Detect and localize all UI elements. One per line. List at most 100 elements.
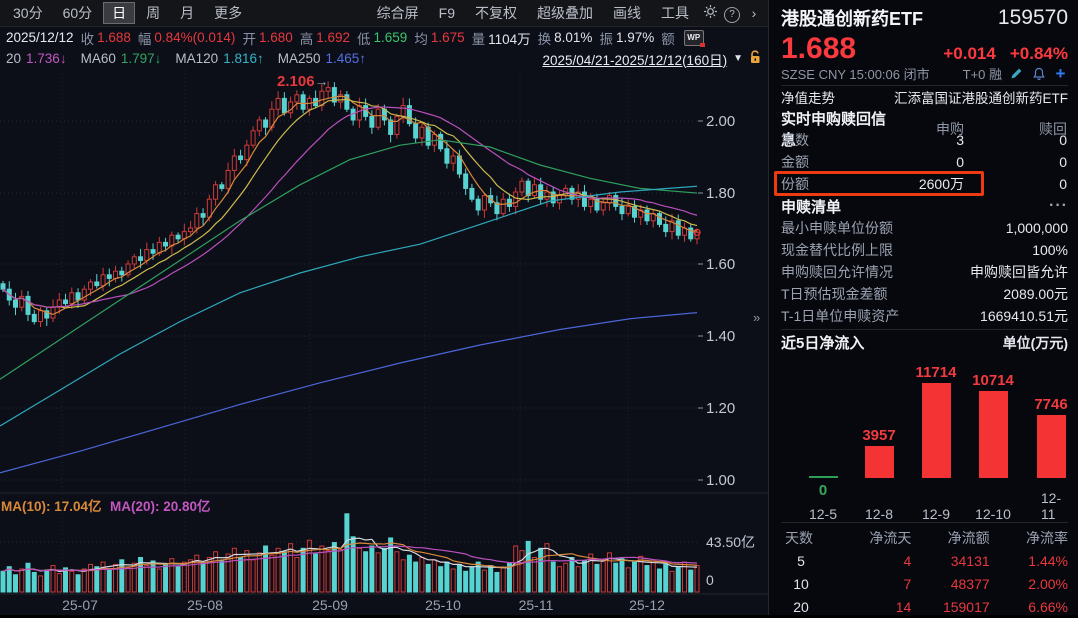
flow-bar-category: 12-11 <box>1040 490 1062 522</box>
list-title: 申赎清单 <box>781 198 842 216</box>
svg-text:1.00: 1.00 <box>706 472 735 489</box>
quote-low: 低 1.659 <box>357 30 408 47</box>
kline-chart[interactable]: 2.00 1.80 1.60 1.40 1.20 1.00 43.50亿 0 25-07 25-0… <box>0 0 768 615</box>
svg-text:25-10: 25-10 <box>425 597 461 613</box>
flow-bar <box>921 383 951 478</box>
edit-icon[interactable] <box>1009 66 1024 81</box>
flow-bar-category: 12-10 <box>975 506 1011 522</box>
trade-flags: T+0 融 <box>962 67 1002 82</box>
flow-bar <box>864 446 894 478</box>
svg-text:1.80: 1.80 <box>706 185 735 202</box>
price-change-pct: +0.84% <box>1009 44 1068 63</box>
list-row-cash-ratio: 现金替代比例上限 100% <box>781 242 1068 258</box>
flow-table-row-20d: 20 14 159017 6.66% <box>793 598 1068 615</box>
svg-text:43.50亿: 43.50亿 <box>706 534 755 550</box>
add-icon[interactable]: + <box>1055 63 1066 83</box>
tool-no-adjust[interactable]: 不复权 <box>475 5 517 21</box>
flow-table-header: 天数 净流天 净流额 净流率 <box>785 529 1068 546</box>
list-row-min-unit: 最小申赎单位份额 1,000,000 <box>781 220 1068 236</box>
info-panel: 港股通创新药ETF 159570 1.688 +0.014 +0.84% SZS… <box>768 0 1078 615</box>
flow-bar-category: 12-9 <box>921 506 951 522</box>
ma60-legend: MA60 1.797↓ <box>80 51 162 66</box>
tool-tools[interactable]: 工具 <box>661 5 689 21</box>
flow-zero-line <box>808 476 838 478</box>
quote-change-pct: 幅 0.84%(0.014) <box>137 30 236 47</box>
high-annotation: 2.106→ <box>277 73 329 90</box>
candles-layer <box>0 81 700 327</box>
more-dots-icon[interactable]: ··· <box>1049 197 1068 214</box>
panel-collapse-handle[interactable]: » <box>753 310 761 325</box>
period-tab-more[interactable]: 更多 <box>214 5 243 21</box>
price-change: +0.014 <box>943 44 996 63</box>
realtime-row-shares: 份额 2600万 0 <box>774 171 1068 196</box>
axis-labels-layer: 2.00 1.80 1.60 1.40 1.20 1.00 43.50亿 0 25-07 25-0… <box>62 113 755 613</box>
svg-text:25-08: 25-08 <box>187 597 223 613</box>
quote-high: 高 1.692 <box>299 30 351 47</box>
date-range-selector[interactable]: 2025/04/21-2025/12/12(160日) <box>542 52 728 68</box>
flow-bar-value: 11714 <box>915 364 957 381</box>
quote-bar: 2025/12/12 收 1.688 幅 0.84%(0.014) 开 1.680 高… <box>0 27 768 48</box>
col-buy: 申购 <box>936 121 964 137</box>
volume-layer <box>0 513 700 593</box>
ma20-legend: 20 1.736↓ <box>6 51 67 66</box>
flow-bar-category: 12-8 <box>864 506 894 522</box>
flow-bar-value: 7746 <box>1034 396 1068 413</box>
svg-text:25-12: 25-12 <box>629 597 665 613</box>
realtime-header: 实时申购赎回信息 申购 赎回 <box>781 108 1068 149</box>
etf-code: 159570 <box>997 5 1068 29</box>
svg-text:25-11: 25-11 <box>519 597 554 613</box>
flow-title: 近5日净流入 <box>781 335 865 352</box>
unlock-icon[interactable] <box>749 50 762 67</box>
net-inflow-bar-chart: 0 12-5 3957 12-8 11714 12-9 10714 12-10 7746 12-1… <box>781 354 1068 522</box>
ma-lines-layer <box>0 95 698 474</box>
tool-draw-line[interactable]: 画线 <box>613 5 641 21</box>
chart-area: 30分 60分 日 周 月 更多 综合屏 F9 不复权 超级叠加 画线 工具 ?… <box>0 0 768 615</box>
tool-composite-screen[interactable]: 综合屏 <box>376 5 419 21</box>
volume-ma20-label: MA(20): 20.80亿 <box>110 499 211 514</box>
svg-text:25-07: 25-07 <box>62 597 98 613</box>
svg-text:1.60: 1.60 <box>706 256 735 273</box>
chevron-down-icon[interactable]: ▼ <box>733 53 743 64</box>
realtime-title: 实时申购赎回信息 <box>781 111 887 149</box>
period-tab-week[interactable]: 周 <box>146 5 161 21</box>
svg-text:1.40: 1.40 <box>706 328 735 345</box>
flow-unit: 单位(万元) <box>1002 334 1068 351</box>
flow-bar <box>1036 415 1066 478</box>
ma-legend-bar: 20 1.736↓ MA60 1.797↓ MA120 1.816↑ MA250 1.4… <box>0 48 768 69</box>
flow-table-row-10d: 10 7 48377 2.00% <box>793 575 1068 592</box>
period-tab-month[interactable]: 月 <box>180 5 195 21</box>
svg-text:0: 0 <box>706 572 714 588</box>
chart-toolbar: 30分 60分 日 周 月 更多 综合屏 F9 不复权 超级叠加 画线 工具 ?… <box>0 0 768 27</box>
flow-bar <box>978 391 1008 478</box>
quote-amplitude: 振 1.97% <box>599 30 655 47</box>
last-price: 1.688 <box>781 32 857 65</box>
ma250-legend: MA250 1.465↑ <box>277 51 367 66</box>
quote-open: 开 1.680 <box>242 30 293 47</box>
wencai-wp-icon[interactable]: WP <box>683 29 705 47</box>
volume-ma-lines-layer <box>2 537 698 573</box>
alert-bell-icon[interactable] <box>1031 66 1046 81</box>
quote-avg: 均 1.675 <box>414 30 465 47</box>
help-icon[interactable]: ? <box>722 4 742 23</box>
realtime-row-amount: 金额 0 0 <box>781 154 1067 170</box>
chevron-right-icon[interactable]: › <box>751 5 757 21</box>
volume-ma10-label: MA(10): 17.04亿 <box>1 499 102 514</box>
nav-trend-label[interactable]: 净值走势 <box>781 91 835 106</box>
gear-icon[interactable] <box>700 4 720 22</box>
flow-bar-category: 12-5 <box>808 506 838 522</box>
tool-f9[interactable]: F9 <box>438 5 455 21</box>
period-tab-60min[interactable]: 60分 <box>62 5 93 21</box>
flow-bar-value: 10714 <box>972 372 1014 389</box>
period-tab-30min[interactable]: 30分 <box>13 5 43 21</box>
col-redeem: 赎回 <box>1039 121 1067 137</box>
ma120-legend: MA120 1.816↑ <box>175 51 264 66</box>
quote-amount: 额 <box>661 31 675 47</box>
period-tab-day[interactable]: 日 <box>103 2 136 24</box>
flow-bar-value: 0 <box>818 482 828 499</box>
quote-close: 收 1.688 <box>80 30 131 47</box>
svg-text:25-09: 25-09 <box>312 597 348 613</box>
tool-super-overlay[interactable]: 超级叠加 <box>537 5 593 21</box>
quote-volume: 量 1104万 <box>471 31 531 47</box>
